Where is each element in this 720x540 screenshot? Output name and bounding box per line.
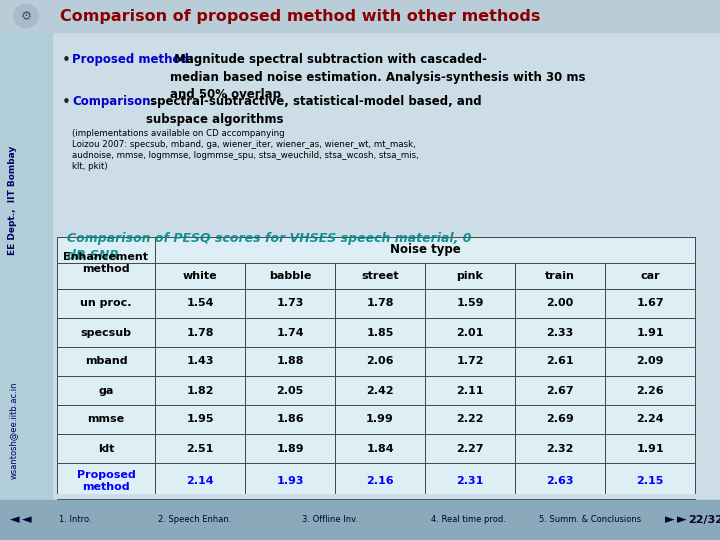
Text: 2.01: 2.01: [456, 327, 484, 338]
Text: 2.15: 2.15: [636, 476, 664, 486]
Text: Noise type: Noise type: [390, 244, 460, 256]
Text: 1. Intro.: 1. Intro.: [59, 516, 91, 524]
Text: 1.82: 1.82: [186, 386, 214, 395]
Bar: [57, 237, 695, 493]
Text: 2. Speech Enhan.: 2. Speech Enhan.: [158, 516, 232, 524]
Text: •: •: [62, 95, 71, 110]
Text: 2.51: 2.51: [186, 443, 214, 454]
Text: 2.22: 2.22: [456, 415, 484, 424]
Text: train: train: [545, 271, 575, 281]
Text: babble: babble: [269, 271, 311, 281]
Text: 1.89: 1.89: [276, 443, 304, 454]
Text: 1.59: 1.59: [456, 299, 484, 308]
Text: specsub: specsub: [81, 327, 132, 338]
Text: 1.86: 1.86: [276, 415, 304, 424]
Text: 1.73: 1.73: [276, 299, 304, 308]
Text: 1.78: 1.78: [366, 299, 394, 308]
Text: Comparison of proposed method with other methods: Comparison of proposed method with other…: [60, 9, 541, 24]
Text: Comparison:: Comparison:: [72, 95, 156, 108]
Text: (implementations available on CD accompanying
Loizou 2007: specsub, mband, ga, w: (implementations available on CD accompa…: [72, 129, 419, 171]
Text: car: car: [640, 271, 660, 281]
Text: 5. Summ. & Conclusions: 5. Summ. & Conclusions: [539, 516, 641, 524]
Text: •: •: [62, 53, 71, 68]
Text: 2.42: 2.42: [366, 386, 394, 395]
Text: Proposed
method: Proposed method: [76, 470, 135, 492]
Text: 3. Offline Inv.: 3. Offline Inv.: [302, 516, 358, 524]
Text: Comparison of PESQ scores for VHSES speech material, 0
dB SNR: Comparison of PESQ scores for VHSES spee…: [67, 232, 472, 262]
Text: 2.26: 2.26: [636, 386, 664, 395]
Text: mband: mband: [85, 356, 127, 367]
Text: mmse: mmse: [87, 415, 125, 424]
Text: ⚙: ⚙: [20, 10, 32, 23]
Text: 2.69: 2.69: [546, 415, 574, 424]
Text: 22/32: 22/32: [688, 515, 720, 525]
Text: wsantosh@ee.iitb.ac.in: wsantosh@ee.iitb.ac.in: [9, 381, 17, 479]
Text: ►: ►: [665, 514, 675, 526]
Text: 2.32: 2.32: [546, 443, 574, 454]
Text: 2.61: 2.61: [546, 356, 574, 367]
Text: white: white: [183, 271, 217, 281]
Text: 1.43: 1.43: [186, 356, 214, 367]
Text: 2.14: 2.14: [186, 476, 214, 486]
Text: un proc.: un proc.: [80, 299, 132, 308]
Text: 1.91: 1.91: [636, 443, 664, 454]
Text: 4. Real time prod.: 4. Real time prod.: [431, 516, 505, 524]
Text: 1.88: 1.88: [276, 356, 304, 367]
Text: 1.72: 1.72: [456, 356, 484, 367]
Text: spectral-subtractive, statistical-model based, and
subspace algorithms: spectral-subtractive, statistical-model …: [146, 95, 482, 125]
Text: ga: ga: [99, 386, 114, 395]
Text: 1.54: 1.54: [186, 299, 214, 308]
Text: 1.85: 1.85: [366, 327, 394, 338]
Text: 2.27: 2.27: [456, 443, 484, 454]
Text: 1.84: 1.84: [366, 443, 394, 454]
Text: 2.00: 2.00: [546, 299, 574, 308]
Circle shape: [14, 4, 38, 28]
Text: klt: klt: [98, 443, 114, 454]
Text: 2.16: 2.16: [366, 476, 394, 486]
Text: 2.33: 2.33: [546, 327, 574, 338]
Bar: [0, 0, 720, 32]
Text: ◄: ◄: [10, 514, 19, 526]
Text: 2.05: 2.05: [276, 386, 304, 395]
Text: 2.67: 2.67: [546, 386, 574, 395]
Text: street: street: [361, 271, 399, 281]
Bar: [0, 0, 52, 540]
Text: 2.09: 2.09: [636, 356, 664, 367]
Text: 1.67: 1.67: [636, 299, 664, 308]
Text: 1.93: 1.93: [276, 476, 304, 486]
Text: pink: pink: [456, 271, 483, 281]
Text: Proposed method:: Proposed method:: [72, 53, 194, 66]
Text: 1.78: 1.78: [186, 327, 214, 338]
Text: 2.24: 2.24: [636, 415, 664, 424]
Text: Magnitude spectral subtraction with cascaded-
median based noise estimation. Ana: Magnitude spectral subtraction with casc…: [170, 53, 585, 101]
Text: ►: ►: [677, 514, 687, 526]
Text: 2.63: 2.63: [546, 476, 574, 486]
Text: 1.91: 1.91: [636, 327, 664, 338]
Text: 2.06: 2.06: [366, 356, 394, 367]
Text: 2.31: 2.31: [456, 476, 484, 486]
Text: 1.95: 1.95: [186, 415, 214, 424]
Text: EE Dept.,  IIT Bombay: EE Dept., IIT Bombay: [9, 145, 17, 255]
Text: Enhancement
method: Enhancement method: [63, 252, 148, 274]
Text: 2.11: 2.11: [456, 386, 484, 395]
Text: 1.99: 1.99: [366, 415, 394, 424]
Text: ◄: ◄: [22, 514, 32, 526]
Bar: [0, 500, 720, 540]
Text: 1.74: 1.74: [276, 327, 304, 338]
